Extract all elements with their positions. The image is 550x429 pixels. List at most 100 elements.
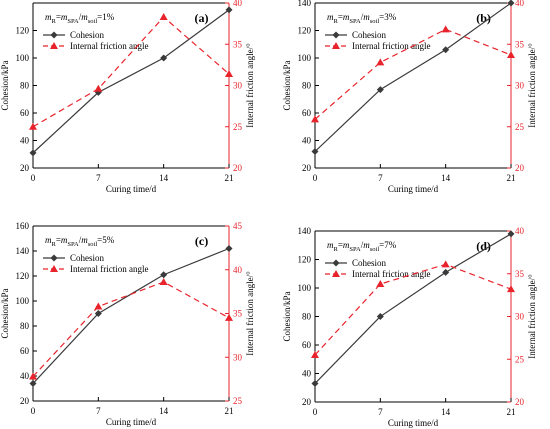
friction-point <box>376 58 385 66</box>
y-tick-label: 100 <box>298 53 312 63</box>
legend-cohesion-label: Cohesion <box>70 253 105 263</box>
cohesion-point <box>507 0 515 7</box>
y-tick-label: 60 <box>20 108 30 118</box>
triangle-marker-icon <box>50 265 58 272</box>
y2-tick-label: 40 <box>233 265 243 275</box>
cohesion-point <box>160 54 168 62</box>
y2-tick-label: 35 <box>233 39 243 49</box>
legend-friction-label: Internal friction angle <box>352 41 430 51</box>
y-tick-label: 140 <box>16 246 30 256</box>
friction-point <box>441 260 450 268</box>
friction-point <box>376 280 385 288</box>
y-tick-label: 40 <box>20 371 30 381</box>
y2-tick-label: 40 <box>515 226 525 236</box>
cohesion-point <box>29 149 37 157</box>
friction-point <box>311 115 319 123</box>
y2-tick-label: 25 <box>515 354 525 364</box>
y-tick-label: 20 <box>302 163 312 173</box>
panel-label: (d) <box>476 239 491 253</box>
y2-tick-label: 25 <box>233 396 243 406</box>
y-tick-label: 40 <box>302 136 312 146</box>
x-tick-label: 0 <box>31 406 36 416</box>
friction-point <box>159 278 168 285</box>
friction-point <box>94 84 103 92</box>
y-tick-label: 120 <box>298 26 312 36</box>
friction-point <box>311 350 319 358</box>
y2-tick-label: 35 <box>515 269 525 279</box>
x-tick-label: 21 <box>225 173 234 183</box>
y-tick-label: 40 <box>302 369 312 379</box>
x-tick-label: 0 <box>313 173 318 183</box>
y2-tick-label: 30 <box>515 81 525 91</box>
cohesion-point <box>29 380 37 387</box>
y-tick-label: 60 <box>302 340 312 350</box>
friction-point <box>441 25 450 33</box>
legend-friction-label: Internal friction angle <box>70 41 148 51</box>
diamond-marker-icon <box>50 31 58 39</box>
y-tick-label: 120 <box>16 271 30 281</box>
x-tick-label: 0 <box>31 173 36 183</box>
y-tick-label: 40 <box>20 136 30 146</box>
friction-point <box>507 285 515 293</box>
cohesion-point <box>311 379 319 387</box>
y2-axis-label: Internal friction angle/° <box>245 43 255 128</box>
y2-tick-label: 20 <box>515 397 525 407</box>
friction-point <box>225 69 233 77</box>
triangle-marker-icon <box>332 42 340 49</box>
x-tick-label: 14 <box>159 406 169 416</box>
x-tick-label: 7 <box>96 173 101 183</box>
x-tick-label: 0 <box>313 407 318 417</box>
x-tick-label: 7 <box>378 173 383 183</box>
y-tick-label: 140 <box>298 226 312 236</box>
x-tick-label: 14 <box>441 173 451 183</box>
cohesion-series-line <box>314 233 512 384</box>
y-tick-label: 120 <box>298 255 312 265</box>
y2-tick-label: 40 <box>233 0 243 8</box>
friction-point <box>159 13 168 21</box>
y-tick-label: 80 <box>302 81 312 91</box>
panel-label: (b) <box>476 11 491 25</box>
y2-tick-label: 35 <box>233 309 243 319</box>
y-axis-label: Cohesion/kPa <box>0 288 10 338</box>
friction-series-line <box>32 16 230 128</box>
cohesion-point <box>442 268 450 276</box>
friction-point <box>507 50 515 58</box>
y-tick-label: 80 <box>20 321 30 331</box>
y-tick-label: 20 <box>20 163 30 173</box>
chart-panel-b: 0 7 14 21204060801001201402025303540Curing … <box>282 0 537 194</box>
y-axis-label: Cohesion/kPa <box>282 291 292 341</box>
cohesion-point <box>94 310 102 317</box>
y-axis-label: Cohesion/kPa <box>282 60 292 110</box>
y-tick-label: 120 <box>16 26 30 36</box>
panel-label: (c) <box>195 234 208 248</box>
x-tick-label: 14 <box>159 173 169 183</box>
y-axis-label: Cohesion/kPa <box>0 60 10 110</box>
cohesion-point <box>225 6 233 14</box>
x-tick-label: 7 <box>96 406 101 416</box>
friction-point <box>225 313 233 321</box>
y2-tick-label: 30 <box>515 312 525 322</box>
ratio-annotation: mR=mSPA/msoil=3% <box>327 12 397 25</box>
legend-cohesion-label: Cohesion <box>352 30 387 40</box>
x-axis-label: Curing time/d <box>106 184 157 194</box>
y2-axis-label: Internal friction angle/° <box>527 43 537 128</box>
friction-series-line <box>32 281 230 377</box>
y-tick-label: 100 <box>16 296 30 306</box>
y2-tick-label: 30 <box>233 81 243 91</box>
triangle-marker-icon <box>50 42 58 49</box>
y-tick-label: 140 <box>298 0 312 8</box>
y2-axis-label: Internal friction angle/° <box>527 274 537 359</box>
x-tick-label: 14 <box>441 407 451 417</box>
y-tick-label: 60 <box>302 108 312 118</box>
friction-series-line <box>314 263 512 356</box>
cohesion-point <box>376 313 384 320</box>
triangle-marker-icon <box>332 270 340 277</box>
y2-tick-label: 25 <box>515 122 525 132</box>
diamond-marker-icon <box>332 31 340 39</box>
y-tick-label: 100 <box>16 53 30 63</box>
y2-tick-label: 45 <box>233 221 243 231</box>
x-axis-label: Curing time/d <box>388 184 439 194</box>
y2-tick-label: 20 <box>515 163 525 173</box>
